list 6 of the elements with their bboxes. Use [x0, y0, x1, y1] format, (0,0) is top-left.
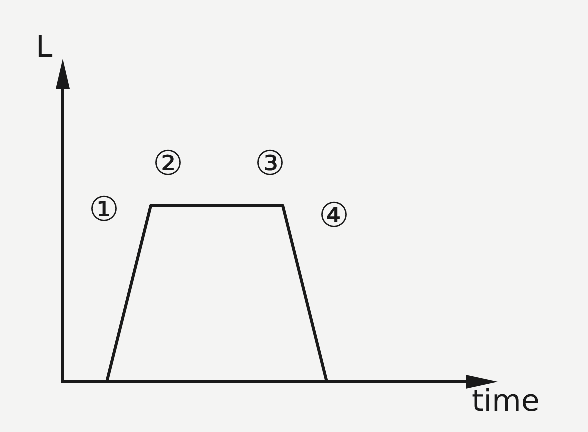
- text: ②: [153, 144, 184, 184]
- text: ③: [255, 144, 286, 184]
- y-axis-title: L: [36, 30, 53, 65]
- annotation: ④: [319, 196, 350, 236]
- annotation: ①: [89, 190, 120, 230]
- x-axis-title: time: [472, 384, 540, 419]
